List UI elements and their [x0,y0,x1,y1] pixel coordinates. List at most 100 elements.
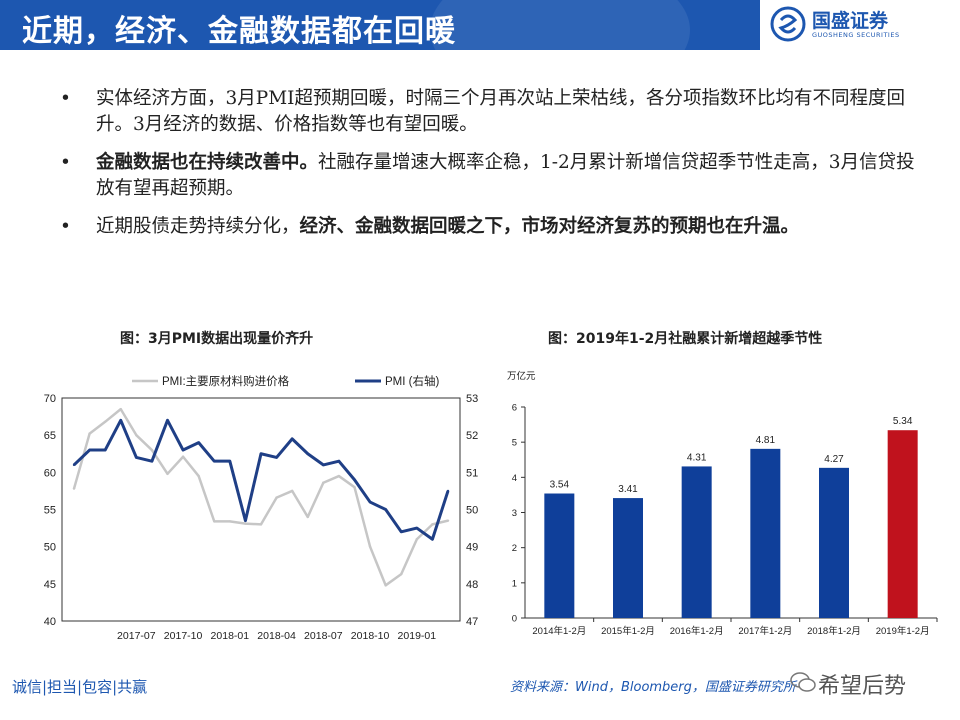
y-tick-label: 4 [512,473,517,484]
x-tick-label: 2016年1-2月 [670,625,724,637]
legend-label: PMI:主要原材料购进价格 [162,374,290,388]
y-right-tick-label: 50 [466,505,478,517]
bullet-text: 社融存量增速大概率企稳，1-2月累计新增信贷超季节性走高，3月信贷投放有望再超预… [96,152,915,199]
data-point [197,441,200,444]
bar [681,466,712,618]
x-tick-label: 2018-07 [304,630,343,642]
pmi-line-chart: 40 45 50 55 60 65 70 47 48 49 50 51 52 53 2017-07 2017-… [44,374,479,642]
bar-value-label: 5.34 [893,416,913,427]
bar-value-label: 3.41 [618,484,638,495]
data-point [431,538,434,541]
bullet-text: 实体经济方面，3月PMI超预期回暖，时隔三个月再次站上荣枯线，各分项指数环比均有… [96,88,905,135]
right-chart-title: 图：2019年1-2月社融累计新增超越季节性 [548,331,823,347]
bar-value-label: 4.81 [756,435,776,446]
x-tick-label: 2018-04 [257,630,296,642]
data-point [400,530,403,533]
y-right-tick-label: 49 [466,542,478,554]
y-right-tick-label: 51 [466,467,478,479]
data-point [181,455,185,458]
y-left-tick-label: 50 [44,542,56,554]
page-title: 近期，经济、金融数据都在回暖 [22,14,456,49]
data-point [197,474,200,478]
data-point [181,448,185,452]
data-point [415,526,419,530]
source-note: 资料来源：Wind，Bloomberg，国盛证券研究所 [510,680,796,695]
plot-frame [61,397,461,622]
data-point [228,459,232,463]
bar [613,498,643,618]
data-point [150,448,154,452]
bullet-item: • 实体经济方面，3月PMI超预期回暖，时隔三个月再次站上荣枯线，各分项指数环比均… [60,86,920,138]
series-line-pmi [72,418,450,541]
x-tick-label: 2017-10 [164,630,203,642]
header-banner: 近期，经济、金融数据都在回暖 国盛证券 GUOSHENG SECURITIES [0,0,960,50]
data-point [259,452,263,455]
x-tick-label: 2018-10 [351,630,390,642]
y-left-tick-label: 70 [44,393,56,405]
chat-watermark-icon [790,672,816,692]
y-right-tick-label: 48 [466,579,478,591]
data-point [306,452,309,455]
data-point [337,459,341,463]
y-tick-label: 3 [512,508,517,519]
data-point [275,496,278,499]
data-point [275,456,278,459]
banner-decoration [430,0,690,50]
bullet-item: • 金融数据也在持续改善中。社融存量增速大概率企稳，1-2月累计新增信贷超季节性走… [60,150,920,202]
data-point [384,584,387,587]
data-point [103,448,107,452]
social-financing-bar-chart: 万亿元 0 1 2 3 4 5 6 3.54 2014年1-2月 3.41 2015年1-2月 4.31… [507,370,938,637]
data-point [353,478,356,481]
bullet-text: 近期股债走势持续分化， [96,216,300,237]
data-point [337,474,341,478]
bar [544,493,575,618]
data-point [103,420,107,423]
bar-value-label: 3.54 [550,480,570,491]
y-tick-label: 0 [512,614,517,625]
data-point [213,520,216,523]
x-tick-label: 2018年1-2月 [807,625,861,637]
data-point [259,523,263,526]
data-point [400,572,403,576]
bar [887,430,918,618]
data-point [244,522,247,525]
y-right-tick-label: 52 [466,430,478,442]
data-point [322,463,325,467]
data-point [228,520,232,523]
data-point [446,519,450,522]
y-tick-label: 5 [512,438,517,449]
data-point [119,407,122,411]
data-point [166,472,169,476]
data-point [306,515,309,519]
data-point [431,523,434,526]
bullet-list: • 实体经济方面，3月PMI超预期回暖，时隔三个月再次站上荣枯线，各分项指数环比均… [60,86,920,252]
data-point [88,448,91,452]
y-tick-label: 6 [512,403,517,414]
series-line-pmi-price [72,407,449,587]
data-point [135,433,138,437]
bullet-bold-text: 金融数据也在持续改善中。 [96,152,319,173]
bullet-bold-text: 经济、金融数据回暖之下，市场对经济复苏的预期也在升温。 [299,216,800,237]
data-point [446,489,450,493]
data-point [150,459,154,463]
footer-slogan: 诚信|担当|包容|共赢 [12,678,148,696]
data-point [88,432,91,435]
data-point [72,487,76,490]
data-point [290,489,294,493]
bar-value-label: 4.31 [687,452,707,463]
data-point [244,519,247,522]
data-point [384,508,387,511]
y-left-tick-label: 55 [44,505,56,517]
left-chart-title: 图：3月PMI数据出现量价齐升 [120,331,314,347]
logo-name: 国盛证券 [812,10,889,32]
data-point [322,481,325,484]
data-point [353,486,356,489]
legend-label: PMI (右轴) [385,374,439,388]
data-point [135,456,138,459]
bullet-dot: • [60,216,71,237]
data-point [290,437,294,441]
x-tick-label: 2019年1-2月 [876,625,930,637]
data-point [368,545,372,548]
data-point [415,538,419,541]
y-left-tick-label: 45 [44,579,56,591]
